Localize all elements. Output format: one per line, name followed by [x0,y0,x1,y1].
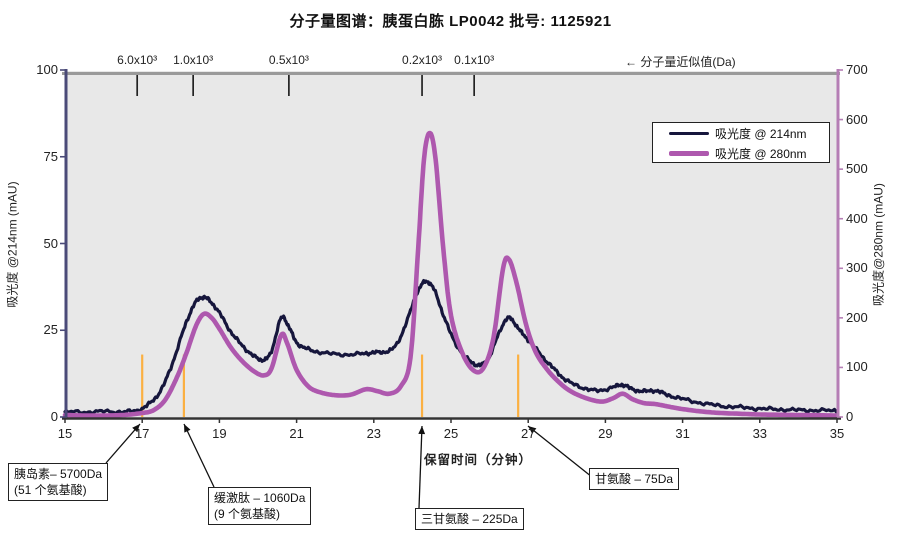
x-tick-label: 33 [752,426,768,441]
annotation-box: 胰岛素– 5700Da (51 个氨基酸) [8,463,109,501]
y-right-tick-label: 0 [846,409,854,424]
y-left-tick-label: 0 [50,409,58,424]
mw-tick-label: 0.5x10³ [268,53,309,67]
series-214nm-curve [63,279,839,416]
annotation-arrow-head [184,424,191,433]
y-left-tick-label: 100 [36,62,58,77]
y-right-tick-label: 500 [846,161,868,177]
annotation-arrow-line [418,425,423,509]
annotation-box: 缓激肽 – 1060Da (9 个氨基酸) [208,487,312,525]
page-title: 分子量图谱：胰蛋白胨 LP0042 批号: 1125921 [289,13,612,30]
x-tick-label: 31 [675,426,690,441]
x-tick-label: 15 [57,426,73,441]
x-tick-label: 21 [289,426,304,441]
right-axis-title: 吸光度@280nm (mAU) [871,183,886,306]
mw-tick-label: 6.0x10³ [117,53,158,67]
legend: 吸光度 @ 214nm 吸光度 @ 280nm [652,122,830,163]
annotation-box: 甘氨酸 – 75Da [589,468,680,490]
x-tick-label: 35 [829,426,845,441]
legend-swatch-214nm-line [669,132,709,135]
x-tick-label: 25 [443,426,459,441]
y-right-tick-label: 600 [846,111,868,127]
legend-item-214nm: 吸光度 @ 214nm [653,124,829,143]
mw-axis-note: ← 分子量近似值(Da) [625,55,736,69]
y-right-tick-label: 100 [846,359,868,375]
x-tick-label: 23 [366,426,382,441]
y-left-tick-label: 25 [43,322,58,338]
y-left-tick-label: 75 [43,148,58,164]
annotation-arrow-head [528,426,537,434]
left-axis-title: 吸光度 @214nm (mAU) [5,181,20,308]
legend-item-280nm: 吸光度 @ 280nm [653,144,829,163]
x-tick-label: 27 [520,426,536,441]
legend-label-280nm: 吸光度 @ 280nm [715,147,807,161]
mw-tick-label: 0.1x10³ [454,53,495,67]
mw-tick-label: 1.0x10³ [173,53,214,67]
annotation-arrow-line [527,425,593,478]
y-right-tick-label: 400 [846,210,868,226]
annotation-arrow-line [105,423,141,464]
legend-swatch-280nm-line [669,151,709,156]
y-right-tick-label: 200 [846,309,868,325]
x-tick-label: 17 [134,426,150,441]
annotation-arrow-line [183,423,215,488]
mw-tick-label: 0.2x10³ [402,53,443,67]
x-tick-label: 19 [212,426,227,441]
x-tick-label: 29 [598,426,613,441]
annotation-arrow-head [418,426,426,435]
series-280nm-curve [62,130,840,418]
annotation-box: 三甘氨酸 – 225Da [415,508,524,530]
y-right-tick-label: 700 [846,62,868,77]
x-axis-title: 保留时间（分钟） [424,453,533,467]
annotation-arrow-head [132,424,140,433]
legend-label-214nm: 吸光度 @ 214nm [715,127,807,141]
y-right-tick-label: 300 [846,260,868,276]
y-left-tick-label: 50 [43,235,58,251]
